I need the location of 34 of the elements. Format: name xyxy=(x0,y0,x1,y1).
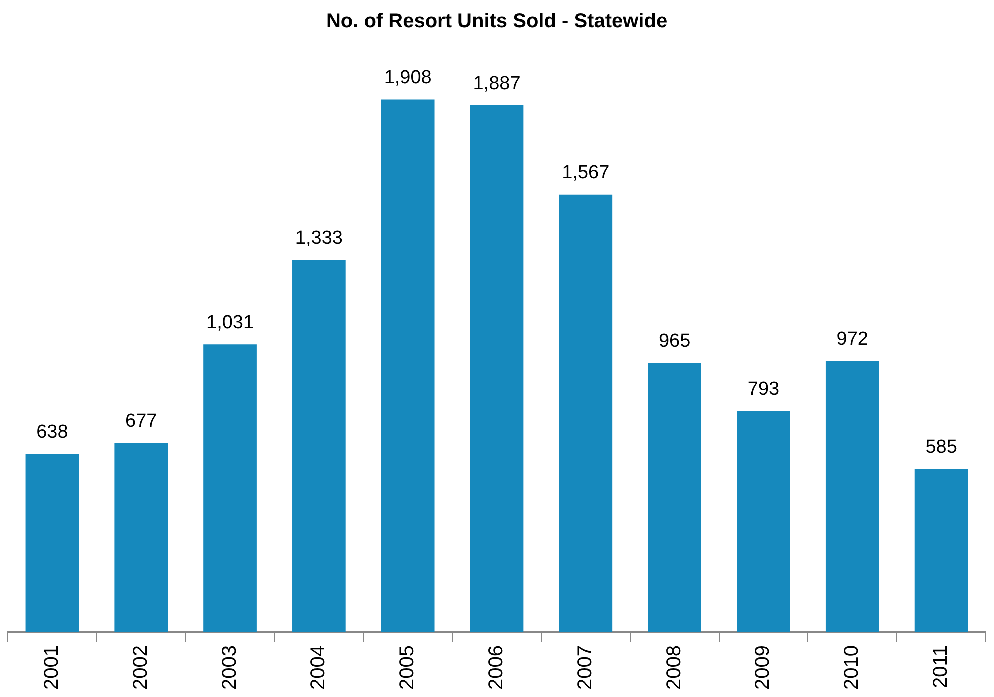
x-tick-label: 2008 xyxy=(663,646,686,690)
bar xyxy=(737,411,790,633)
data-label: 1,887 xyxy=(473,73,521,94)
x-tick-label: 2006 xyxy=(486,646,508,690)
bar xyxy=(204,344,257,633)
x-tick-label: 2007 xyxy=(574,646,596,690)
x-tick-label: 2010 xyxy=(841,646,864,690)
data-label: 793 xyxy=(748,378,780,400)
data-label: 1,333 xyxy=(295,228,343,249)
data-label: 677 xyxy=(126,411,158,432)
data-label: 1,031 xyxy=(206,312,254,334)
x-tick-label: 2005 xyxy=(396,646,419,690)
bar xyxy=(559,194,613,633)
bar xyxy=(648,363,702,633)
x-tick-label: 2002 xyxy=(130,646,152,690)
bar xyxy=(381,100,435,633)
bar xyxy=(292,260,346,633)
data-label: 638 xyxy=(36,422,68,444)
bar xyxy=(114,443,168,633)
x-tick-label: 2009 xyxy=(752,646,774,690)
data-label: 965 xyxy=(658,330,691,352)
bar xyxy=(26,454,80,633)
data-label: 1,567 xyxy=(562,162,610,184)
data-label: 972 xyxy=(836,328,868,350)
x-tick-label: 2001 xyxy=(40,646,63,690)
bar xyxy=(914,469,968,633)
data-label: 585 xyxy=(926,436,958,458)
bar xyxy=(470,106,524,633)
x-tick-label: 2003 xyxy=(218,646,241,690)
x-tick-label: 2004 xyxy=(308,646,330,690)
data-label: 1,908 xyxy=(384,67,432,88)
x-tick-label: 2011 xyxy=(930,646,952,689)
bar xyxy=(826,361,880,633)
chart-title: No. of Resort Units Sold - Statewide xyxy=(326,10,668,33)
